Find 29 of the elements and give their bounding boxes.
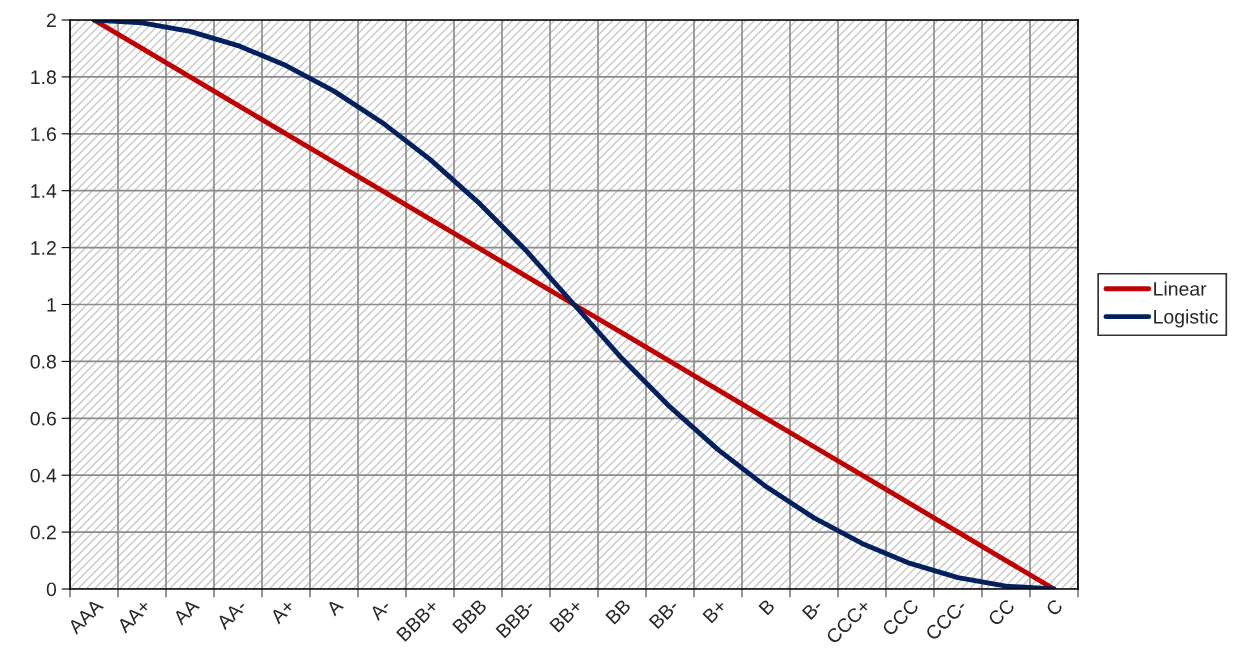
x-tick-label: BB xyxy=(605,598,632,625)
line-series xyxy=(91,20,1057,589)
x-tick-label: A+ xyxy=(269,598,296,625)
x-tick-label: B xyxy=(758,598,776,616)
y-tick-label: 0.4 xyxy=(30,468,57,483)
legend-label: Linear xyxy=(1154,281,1207,296)
x-tick-label: AAA xyxy=(67,597,104,635)
x-tick-label: C xyxy=(1045,598,1064,617)
x-tick-label: AA xyxy=(172,597,200,626)
x-tick-label: A- xyxy=(368,598,392,622)
y-tick-label: 1.8 xyxy=(31,70,56,85)
y-tick-label: 1 xyxy=(47,298,56,312)
x-tick-label: AA- xyxy=(215,598,248,631)
x-tick-label: BB+ xyxy=(549,598,584,633)
x-tick-label: AA+ xyxy=(116,598,152,634)
y-tick-label: 2 xyxy=(46,13,56,28)
x-tick-label: A xyxy=(325,597,344,617)
x-tick-label: B+ xyxy=(702,598,728,624)
y-tick-label: 1.6 xyxy=(31,127,56,142)
y-tick-label: 0.8 xyxy=(30,354,56,369)
x-tick-label: CC xyxy=(987,598,1016,627)
y-tick-label: 0.2 xyxy=(30,525,56,540)
y-tick-label: 1.4 xyxy=(31,184,57,198)
y-tick-label: 1.2 xyxy=(31,241,56,255)
legend-label: Logistic xyxy=(1154,309,1219,328)
x-tick-label: B- xyxy=(801,598,824,620)
y-tick-label: 0 xyxy=(46,582,57,597)
x-tick-label: BB- xyxy=(648,598,680,630)
y-tick-label: 0.6 xyxy=(30,411,56,426)
